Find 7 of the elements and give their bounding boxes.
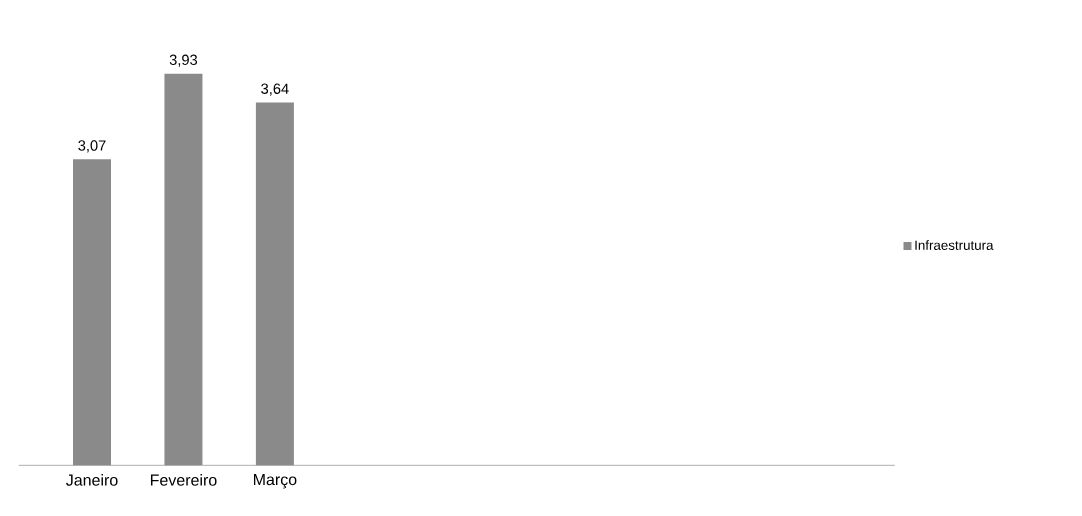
x-tick-label: Março: [253, 474, 297, 489]
legend-label: Infraestrutura: [915, 240, 994, 250]
x-tick-label: Janeiro: [66, 474, 118, 486]
x-tick-label: Fevereiro: [150, 474, 217, 486]
data-label: 3,93: [169, 54, 198, 67]
data-label: 3,64: [261, 83, 289, 96]
data-label: 3,07: [78, 140, 106, 153]
